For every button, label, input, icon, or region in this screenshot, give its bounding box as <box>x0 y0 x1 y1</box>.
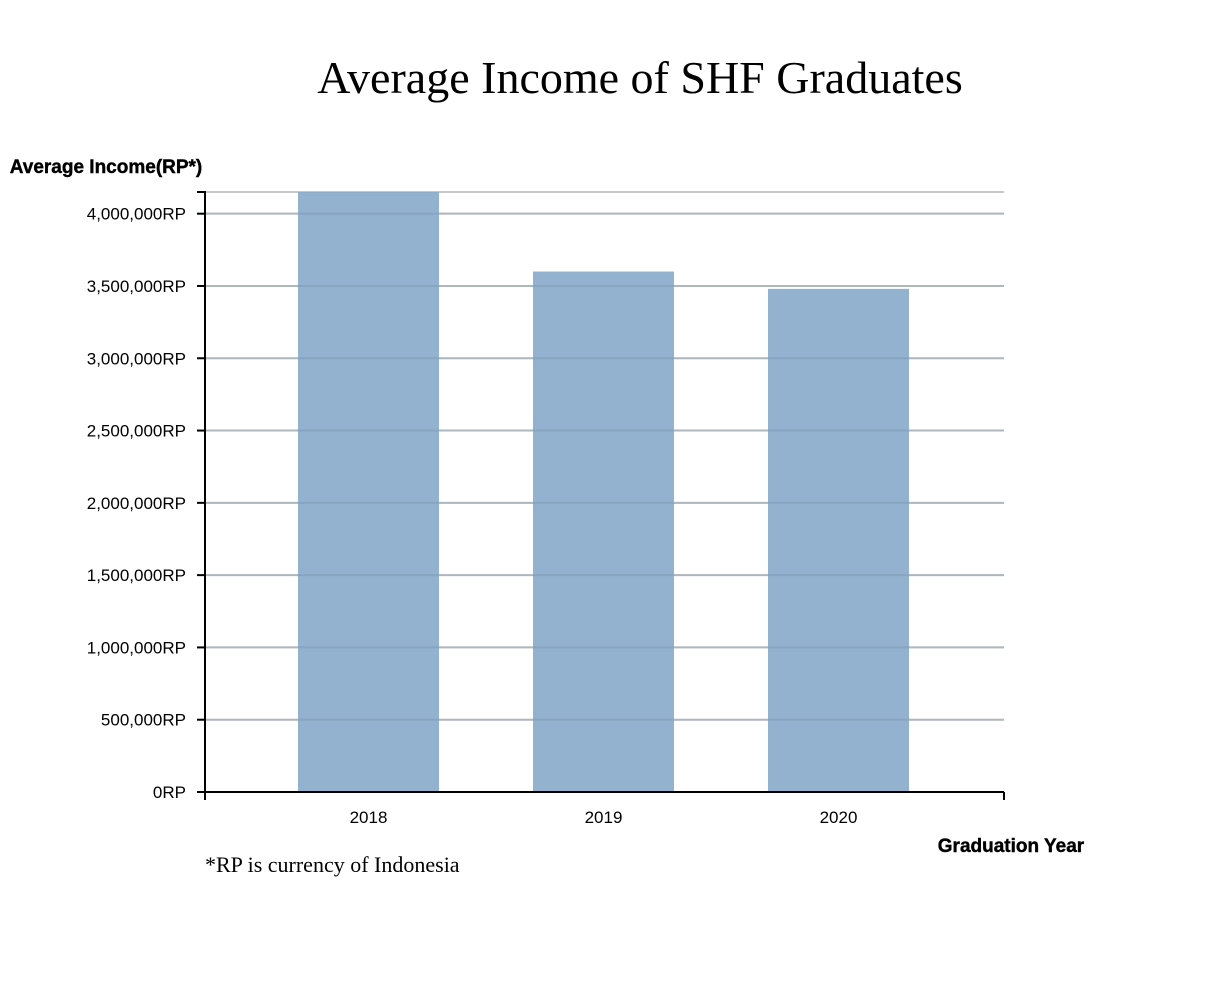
bars <box>205 192 1004 792</box>
y-tick-label: 4,000,000RP <box>87 205 186 224</box>
y-axis-ticks: 0RP 500,000RP 1,000,000RP 1,500,000RP 2,000,… <box>87 205 205 802</box>
y-tick-label: 2,000,000RP <box>87 494 186 513</box>
y-tick-label: 0RP <box>153 783 186 802</box>
y-tick-label: 3,500,000RP <box>87 277 186 296</box>
footnote: *RP is currency of Indonesia <box>205 852 460 877</box>
y-tick-label: 2,500,000RP <box>87 422 186 441</box>
x-tick-label: 2018 <box>350 808 388 827</box>
y-tick-label: 500,000RP <box>101 711 186 730</box>
axis-lines <box>197 191 1005 800</box>
x-axis-title: Graduation Year <box>938 836 1085 857</box>
y-tick-label: 1,500,000RP <box>87 566 186 585</box>
x-tick-label: 2020 <box>820 808 858 827</box>
axes <box>197 191 1005 800</box>
y-tick-label: 3,000,000RP <box>87 349 186 368</box>
x-axis-ticks: 2018 2019 2020 <box>350 808 858 827</box>
x-tick-label: 2019 <box>585 808 623 827</box>
bar-2019 <box>533 271 674 792</box>
chart-title: Average Income of SHF Graduates <box>317 52 962 103</box>
y-tick-label: 1,000,000RP <box>87 638 186 657</box>
y-axis-title: Average Income(RP*) <box>10 157 203 178</box>
bar-2020 <box>768 288 909 792</box>
bar-2018 <box>298 192 439 792</box>
